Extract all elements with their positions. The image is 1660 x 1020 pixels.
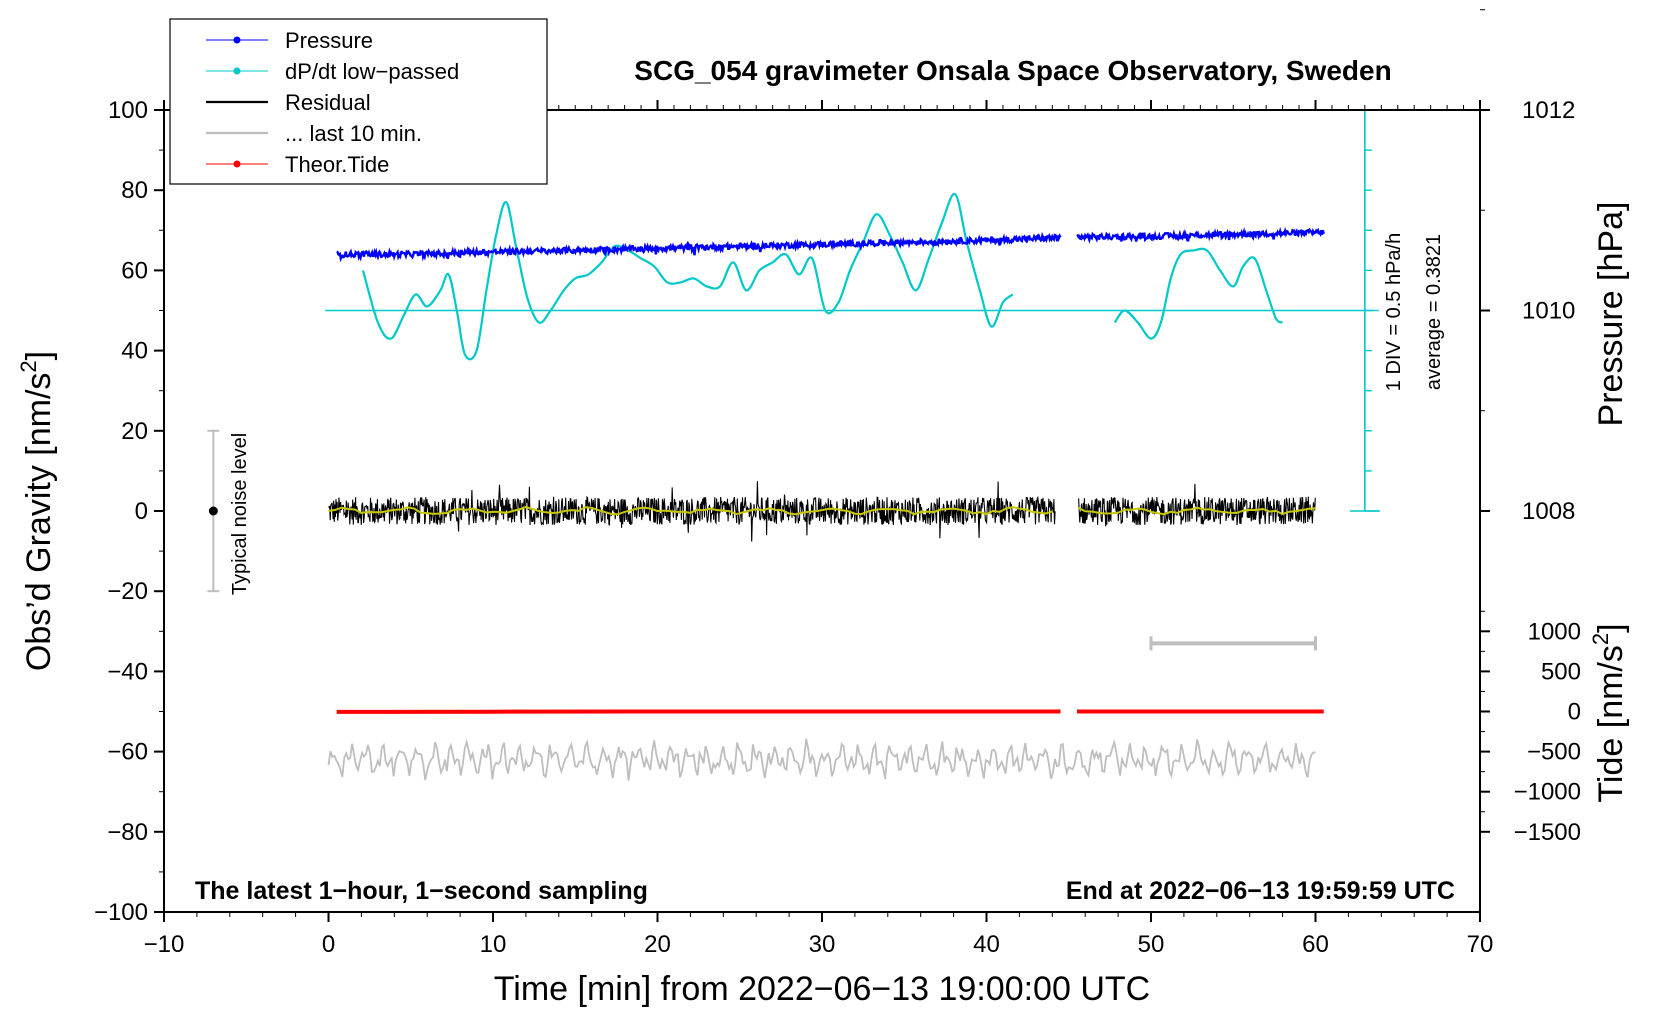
x-tick-label: 30 xyxy=(809,931,836,958)
tide-axis-label-superscript: 2 xyxy=(1588,633,1613,645)
tide-tick-label: 1000 xyxy=(1528,618,1581,645)
y-tick-label: 40 xyxy=(121,338,148,365)
y-axis-label: Obs’d Gravity [nm/s2] xyxy=(16,351,58,671)
y-tick-label: −80 xyxy=(107,819,148,846)
residual-smoothed-line xyxy=(1078,506,1316,516)
noise-level-label: Typical noise level xyxy=(229,433,251,595)
legend-label: Theor.Tide xyxy=(285,152,389,177)
series-layer xyxy=(207,109,1380,781)
x-tick-label: 60 xyxy=(1302,931,1329,958)
pressure-line xyxy=(336,231,1062,263)
tide-tick-label: −1000 xyxy=(1514,779,1581,806)
tide-tick-label: 500 xyxy=(1541,658,1581,685)
y-tick-label: 100 xyxy=(108,97,148,124)
legend-marker xyxy=(233,160,241,168)
pressure-tick-label: 1008 xyxy=(1522,498,1575,525)
pressure-axis-label: Pressure [hPa] xyxy=(1592,202,1630,427)
y-tick-label: 0 xyxy=(135,498,148,525)
y-tick-label: −20 xyxy=(107,578,148,605)
tide-tick-label: 0 xyxy=(1568,699,1581,726)
y-tick-label: 60 xyxy=(121,257,148,284)
footer-right-text: End at 2022−06−13 19:59:59 UTC xyxy=(1066,877,1455,905)
legend-marker xyxy=(233,36,241,44)
dpdt-average-label: average = 0.3821 xyxy=(1423,234,1445,390)
x-tick-label: 40 xyxy=(973,931,1000,958)
legend-label: Pressure xyxy=(285,28,373,53)
y-axis-label-superscript: 2 xyxy=(16,360,41,372)
residual-smoothed-line xyxy=(328,506,1053,516)
last10-line xyxy=(327,738,1316,781)
pressure-line xyxy=(1076,226,1325,244)
x-axis-label: Time [min] from 2022−06−13 19:00:00 UTC xyxy=(494,970,1150,1008)
residual-line xyxy=(328,481,1056,542)
legend-label: dP/dt low−passed xyxy=(285,59,459,84)
y-tick-label: 20 xyxy=(121,418,148,445)
x-tick-label: −10 xyxy=(144,931,185,958)
legend: Pressure dP/dt low−passed Residual ... last… xyxy=(169,18,548,185)
x-tick-label: 10 xyxy=(480,931,507,958)
y-tick-label: 80 xyxy=(121,177,148,204)
legend-label: Residual xyxy=(285,90,371,115)
tide-tick-label: −500 xyxy=(1527,739,1581,766)
tide-axis-label: Tide [nm/s2] xyxy=(1588,623,1630,802)
tide-tick-label: −1500 xyxy=(1514,819,1581,846)
noise-bar-center xyxy=(208,506,218,516)
x-tick-label: 0 xyxy=(322,931,335,958)
axis-layer: −10 0 10 20 30 40 50 60 70−100−80−60−40−20020406… xyxy=(94,9,1581,958)
y-tick-label: −40 xyxy=(107,658,148,685)
pressure-tick-label: 1012 xyxy=(1522,97,1575,124)
dpdt-div-label: 1 DIV = 0.5 hPa/h xyxy=(1383,233,1405,391)
x-tick-label: 70 xyxy=(1467,931,1494,958)
y-tick-label: −100 xyxy=(94,899,148,926)
legend-marker xyxy=(233,67,241,75)
x-tick-label: 50 xyxy=(1138,931,1165,958)
y-tick-label: −60 xyxy=(107,739,148,766)
chart-title: SCG_054 gravimeter Onsala Space Observat… xyxy=(634,55,1391,86)
legend-items: Pressure dP/dt low−passed Residual ... last… xyxy=(206,28,459,177)
x-tick-label: 20 xyxy=(644,931,671,958)
footer-left-text: The latest 1−hour, 1−second sampling xyxy=(195,877,648,905)
residual-line xyxy=(1078,483,1316,527)
pressure-tick-label: 1010 xyxy=(1522,298,1575,325)
legend-label: ... last 10 min. xyxy=(285,121,422,146)
dpdt-line xyxy=(1113,247,1284,340)
dpdt-line xyxy=(361,192,1014,361)
